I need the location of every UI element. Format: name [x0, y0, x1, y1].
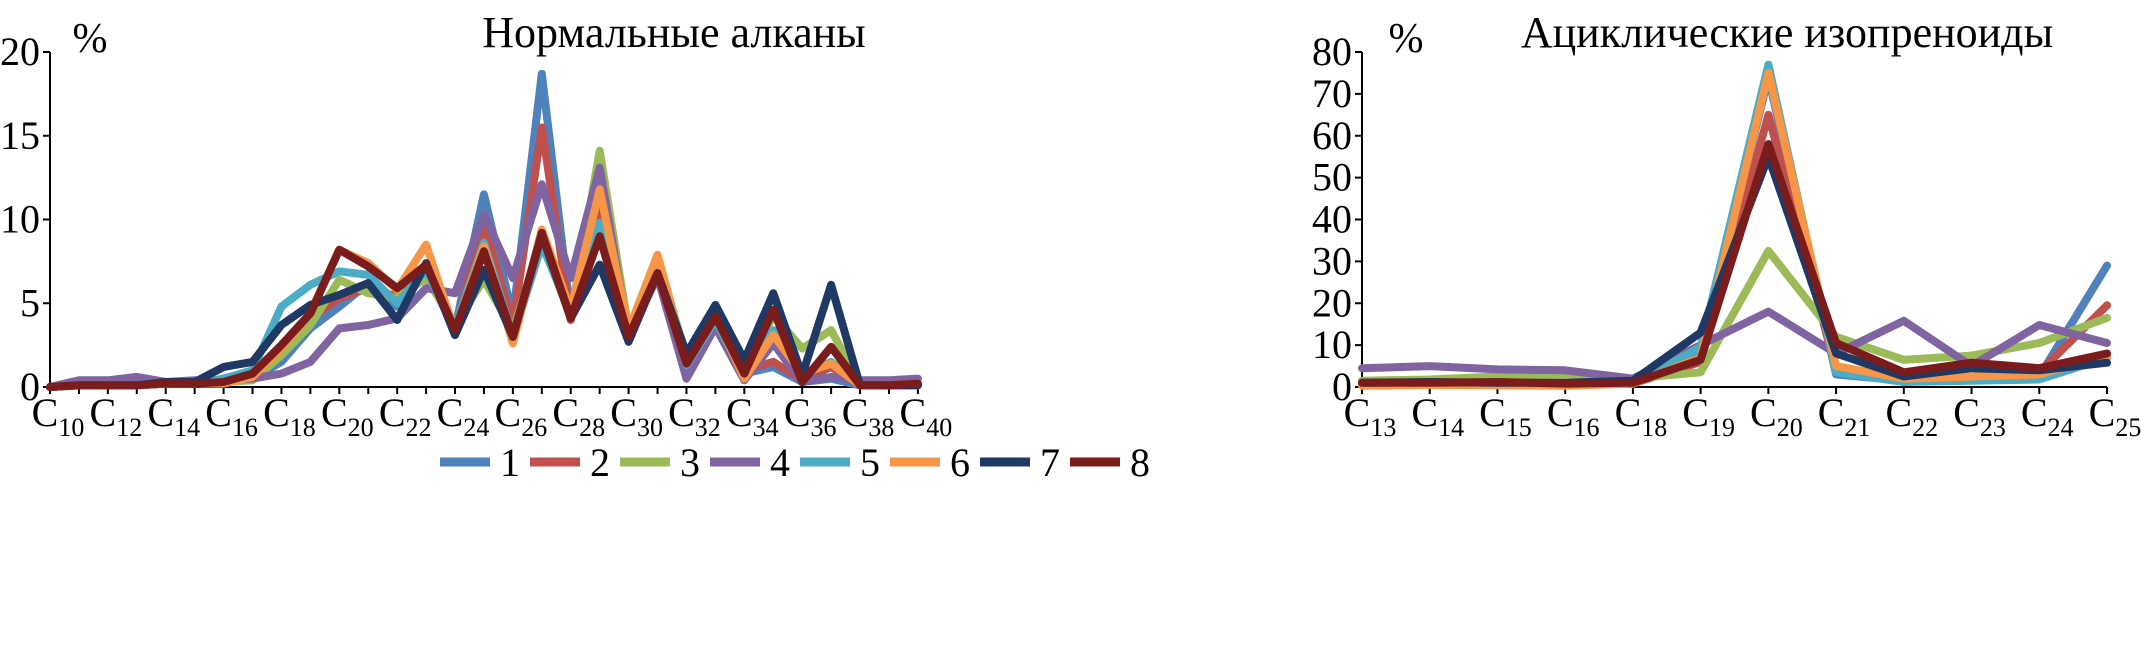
- chart-title: Ациклические изопреноиды: [1521, 8, 2053, 57]
- legend-label-3: 3: [680, 440, 700, 485]
- x-tick-label: C14: [147, 390, 200, 442]
- x-tick-label: C18: [263, 390, 316, 442]
- y-tick-label: 20: [0, 29, 40, 74]
- x-tick-label: C24: [2021, 390, 2074, 442]
- x-tick-label: C18: [1615, 390, 1668, 442]
- x-tick-label: C21: [1818, 390, 1871, 442]
- y-tick-label: 20: [1312, 280, 1352, 325]
- series-line-8: [1358, 140, 2111, 388]
- y-tick-label: 15: [0, 113, 40, 158]
- y-tick-label: 0: [1332, 364, 1352, 409]
- x-tick-label: C13: [1344, 390, 1397, 442]
- x-tick-label: C32: [668, 390, 721, 442]
- legend-label-6: 6: [950, 440, 970, 485]
- x-tick-label: C36: [784, 390, 837, 442]
- y-tick-label: 30: [1312, 238, 1352, 283]
- x-tick-label: C28: [552, 390, 605, 442]
- y-unit-label: %: [73, 16, 108, 62]
- legend-label-7: 7: [1040, 440, 1060, 485]
- x-tick-label: C22: [379, 390, 432, 442]
- x-tick-label: C16: [1547, 390, 1600, 442]
- series-line-8: [46, 228, 922, 391]
- x-tick-label: C19: [1682, 390, 1735, 442]
- chart-panel-normal-alkanes: Нормальные алканы % 0 5 10 15 20 C10 C12 C14 C16…: [0, 8, 952, 442]
- x-tick-label: C12: [90, 390, 143, 442]
- x-tick-label: C15: [1479, 390, 1532, 442]
- x-tick-label: C40: [900, 390, 953, 442]
- y-tick-label: 40: [1312, 197, 1352, 242]
- x-tick-label: C23: [1953, 390, 2006, 442]
- x-tick-label: C16: [205, 390, 258, 442]
- y-tick-label: 10: [0, 197, 40, 242]
- y-tick-label: 50: [1312, 155, 1352, 200]
- legend-label-8: 8: [1130, 440, 1150, 485]
- x-tick-label: C30: [610, 390, 663, 442]
- y-tick-label: 80: [1312, 29, 1352, 74]
- x-tick-label: C26: [495, 390, 548, 442]
- x-tick-label: C25: [2089, 390, 2141, 442]
- legend-label-2: 2: [590, 440, 610, 485]
- legend-label-1: 1: [500, 440, 520, 485]
- chart-panel-acyclic-isoprenoids: Ациклические изопреноиды % 0102030405060…: [1312, 8, 2141, 442]
- y-tick-label: 0: [20, 364, 40, 409]
- y-tick-label: 60: [1312, 113, 1352, 158]
- y-unit-label: %: [1389, 16, 1424, 62]
- x-tick-label: C24: [437, 390, 490, 442]
- x-tick-label: C38: [842, 390, 895, 442]
- legend: 1 2 3 4 5 6 7 8: [440, 440, 1150, 485]
- chart-title: Нормальные алканы: [482, 8, 865, 57]
- series-line-3: [1358, 246, 2111, 385]
- x-tick-label: C14: [1411, 390, 1464, 442]
- legend-label-4: 4: [770, 440, 790, 485]
- y-tick-label: 5: [20, 280, 40, 325]
- x-tick-label: C10: [32, 390, 85, 442]
- series-line-6: [1358, 68, 2111, 390]
- series-line-4: [1358, 307, 2111, 383]
- x-tick-label: C34: [726, 390, 779, 442]
- y-tick-label: 70: [1312, 71, 1352, 116]
- y-tick-label: 10: [1312, 322, 1352, 367]
- x-tick-label: C20: [321, 390, 374, 442]
- x-tick-label: C22: [1885, 390, 1938, 442]
- x-tick-label: C20: [1750, 390, 1803, 442]
- legend-label-5: 5: [860, 440, 880, 485]
